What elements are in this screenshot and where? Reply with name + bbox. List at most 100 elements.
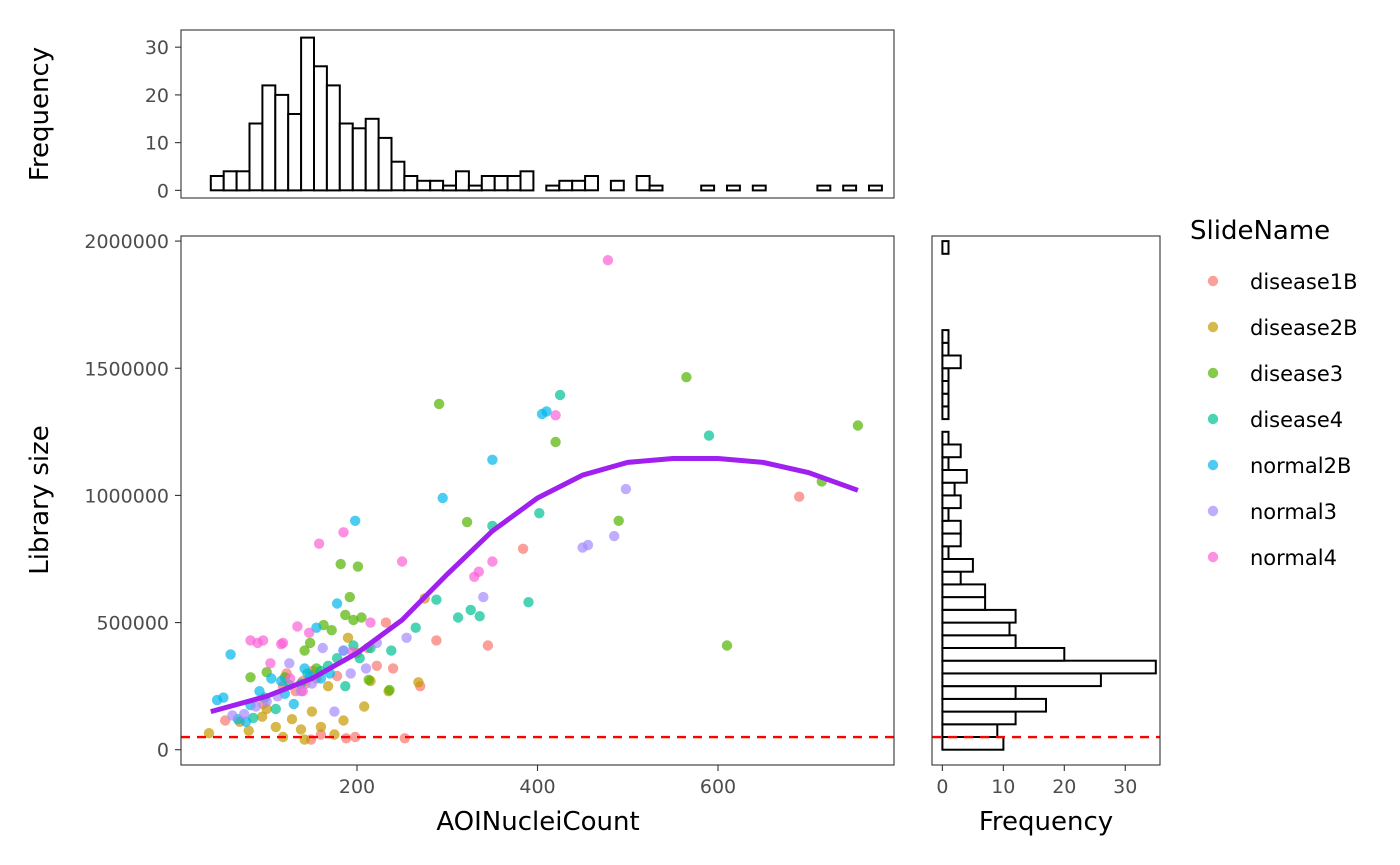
scatter-point-normal4	[550, 410, 561, 421]
scatter-point-disease2B	[315, 721, 327, 733]
top-histogram-bar	[377, 136, 393, 192]
scatter-point-disease3	[852, 420, 864, 431]
right-histogram-bar	[941, 723, 999, 738]
scatter-point-normal3	[360, 663, 372, 674]
top-y-tick-label: 20	[145, 85, 169, 107]
top-histogram-bar	[480, 175, 496, 192]
top-histogram-bar	[506, 175, 522, 192]
top-histogram-bar	[648, 184, 664, 192]
scatter-point-disease1B	[371, 660, 382, 671]
top-histogram-bar	[390, 160, 406, 192]
scatter-point-normal2B	[331, 598, 343, 609]
scatter-point-disease1B	[387, 663, 399, 674]
scatter-point-disease4	[534, 508, 545, 519]
scatter-point-disease3	[681, 372, 692, 383]
main-panel-border	[180, 235, 895, 766]
top-histogram-bar	[274, 93, 290, 192]
right-histogram-bar	[941, 367, 950, 382]
scatter-point-normal2B	[350, 515, 361, 526]
scatter-point-disease4	[431, 594, 442, 605]
scatter-point-normal4	[292, 621, 303, 632]
scatter-point-normal3	[250, 701, 262, 712]
right-histogram-bar	[941, 481, 956, 497]
scatter-point-normal2B	[487, 454, 498, 465]
scatter-point-disease2B	[286, 714, 298, 725]
top-histogram-bar	[751, 184, 767, 192]
top-histogram-bar	[403, 175, 419, 192]
scatter-point-normal2B	[254, 686, 265, 697]
top-y-tick-label: 30	[145, 37, 169, 59]
legend-key-disease2B	[1207, 321, 1219, 333]
scatter-point-normal4	[257, 635, 269, 646]
scatter-point-disease3	[550, 436, 561, 448]
top-panel-border	[180, 29, 895, 199]
scatter-axes: 200 400 600 0 500000 1000000 1500000 2000000	[84, 231, 736, 798]
scatter-point-disease3	[433, 398, 445, 410]
scatter-point-normal4	[396, 556, 408, 567]
scatter-point-disease3	[384, 684, 395, 696]
top-histogram-bar	[635, 175, 651, 192]
y-tick-label: 2000000	[84, 231, 169, 253]
right-histogram-bar	[941, 685, 1017, 700]
x-tick-label: 600	[700, 776, 736, 798]
scatter-point-normal4	[365, 617, 376, 628]
smooth-trend-line	[210, 456, 859, 715]
legend: SlideName disease1Bdisease2Bdisease3dise…	[1190, 216, 1358, 570]
scatter-point-disease2B	[203, 728, 215, 739]
scatter-point-disease3	[299, 645, 310, 656]
legend-label-disease2B: disease2B	[1250, 316, 1358, 340]
scatter-point-disease2B	[359, 701, 370, 712]
right-histogram-bar	[941, 570, 962, 586]
right-histogram-bar	[941, 329, 950, 344]
right-x-tick-label: 20	[1052, 776, 1076, 798]
scatter-point-disease1B	[341, 733, 352, 744]
top-histogram-bar	[416, 179, 432, 192]
right-x-tick-label: 0	[936, 776, 948, 798]
top-histogram-bar	[545, 184, 561, 192]
y-tick-label: 0	[157, 740, 169, 762]
right-histogram-bar	[941, 519, 962, 535]
right-histogram-bar	[941, 494, 962, 510]
right-x-tick-label: 30	[1113, 776, 1137, 798]
right-histogram-bar	[941, 608, 1017, 624]
top-histogram-y-axis-title: Frequency	[25, 47, 55, 181]
scatter-point-normal3	[345, 668, 356, 679]
scatter-point-normal3	[329, 706, 340, 717]
top-histogram-bar	[248, 122, 264, 192]
scatter-point-disease4	[703, 430, 715, 441]
scatter-point-normal3	[338, 645, 349, 656]
scatter-point-disease4	[340, 681, 351, 692]
right-histogram-bar	[941, 710, 1017, 726]
scatter-point-disease4	[523, 597, 534, 608]
scatter-point-disease1B	[350, 731, 361, 743]
scatter-point-normal3	[478, 591, 489, 603]
scatter-point-disease2B	[338, 715, 349, 726]
right-histogram-bar	[941, 469, 968, 484]
top-histogram-bar	[442, 184, 458, 192]
scatter-point-normal4	[602, 255, 614, 266]
scatter-point-disease3	[340, 609, 351, 621]
top-histogram-bar	[571, 179, 587, 192]
right-panel-border	[931, 235, 1161, 766]
scatter-point-disease4	[452, 612, 464, 623]
right-histogram-bar	[941, 672, 1102, 688]
right-histogram-bar	[941, 596, 987, 611]
x-tick-label: 200	[339, 776, 375, 798]
top-histogram-bar	[325, 84, 341, 192]
top-histogram-bar	[300, 36, 316, 192]
right-histogram-bar	[941, 659, 1157, 675]
scatter-point-normal2B	[299, 663, 310, 674]
scatter-point-disease1B	[517, 543, 529, 554]
legend-items: disease1B disease2B disease3 disease4 normal…	[1207, 270, 1358, 570]
right-histogram-bars	[941, 240, 1157, 751]
legend-label-disease4: disease4	[1250, 408, 1343, 432]
legend-key-disease1B	[1207, 275, 1219, 287]
scatter-point-disease3	[461, 516, 473, 528]
scatter-point-disease1B	[399, 733, 410, 744]
scatter-point-disease3	[245, 672, 256, 683]
scatter-point-normal3	[227, 710, 238, 721]
scatter-point-disease4	[270, 703, 281, 715]
scatter-point-normal2B	[225, 649, 236, 660]
y-tick-label: 1000000	[84, 485, 169, 507]
